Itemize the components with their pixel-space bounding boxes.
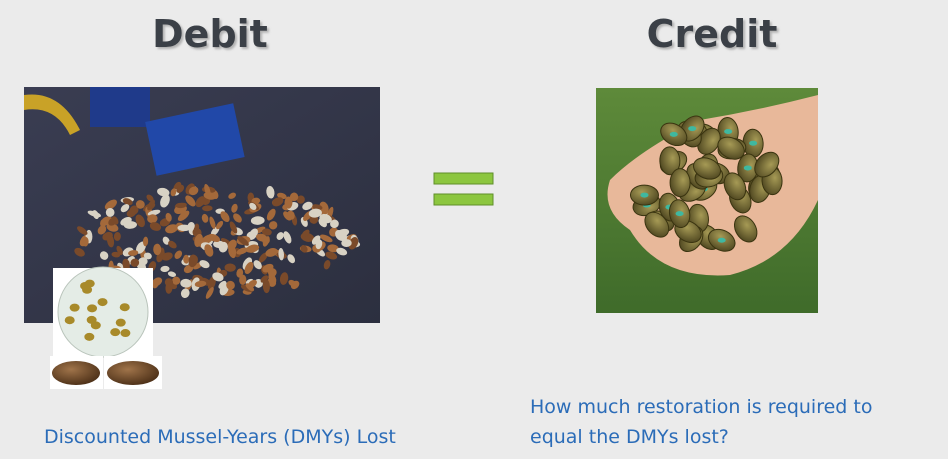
larva: [91, 321, 101, 329]
clam-tag: [718, 238, 726, 243]
larva: [84, 333, 94, 341]
credit-caption-line: equal the DMYs lost?: [530, 426, 729, 448]
larva: [120, 303, 130, 311]
equals-bar: [434, 194, 493, 205]
credit-photo: [596, 88, 818, 313]
debit-caption: Discounted Mussel-Years (DMYs) Lost: [44, 426, 396, 448]
debit-heading: Debit: [152, 12, 268, 56]
clam-tag: [670, 132, 678, 137]
credit-heading: Credit: [647, 12, 778, 56]
clam-tag: [676, 211, 684, 216]
clam-tag: [749, 141, 757, 146]
equals-bar: [434, 173, 493, 184]
blue-object: [90, 87, 150, 127]
clam-tag: [688, 126, 696, 131]
larva: [110, 328, 120, 336]
clam-tag: [640, 193, 648, 198]
microscope-view: [58, 267, 148, 357]
equals-sign: [434, 173, 493, 205]
slide-canvas: Debit Credit Discounted Mussel-Years (DM…: [0, 0, 948, 459]
larva: [85, 280, 95, 288]
credit-caption-line: How much restoration is required to: [530, 396, 872, 418]
clam-tag: [744, 165, 752, 170]
larva: [65, 316, 75, 324]
adult-mussel: [107, 361, 159, 385]
larva: [120, 329, 130, 337]
adult-mussel: [52, 361, 100, 385]
mussel: [177, 225, 191, 231]
larva: [70, 304, 80, 312]
slide: Debit Credit Discounted Mussel-Years (DM…: [0, 0, 948, 459]
larva: [87, 304, 97, 312]
larva: [116, 319, 126, 327]
larvae-inset: [50, 267, 162, 389]
larva: [98, 298, 108, 306]
clam-tag: [724, 129, 732, 134]
clam: [670, 169, 690, 197]
